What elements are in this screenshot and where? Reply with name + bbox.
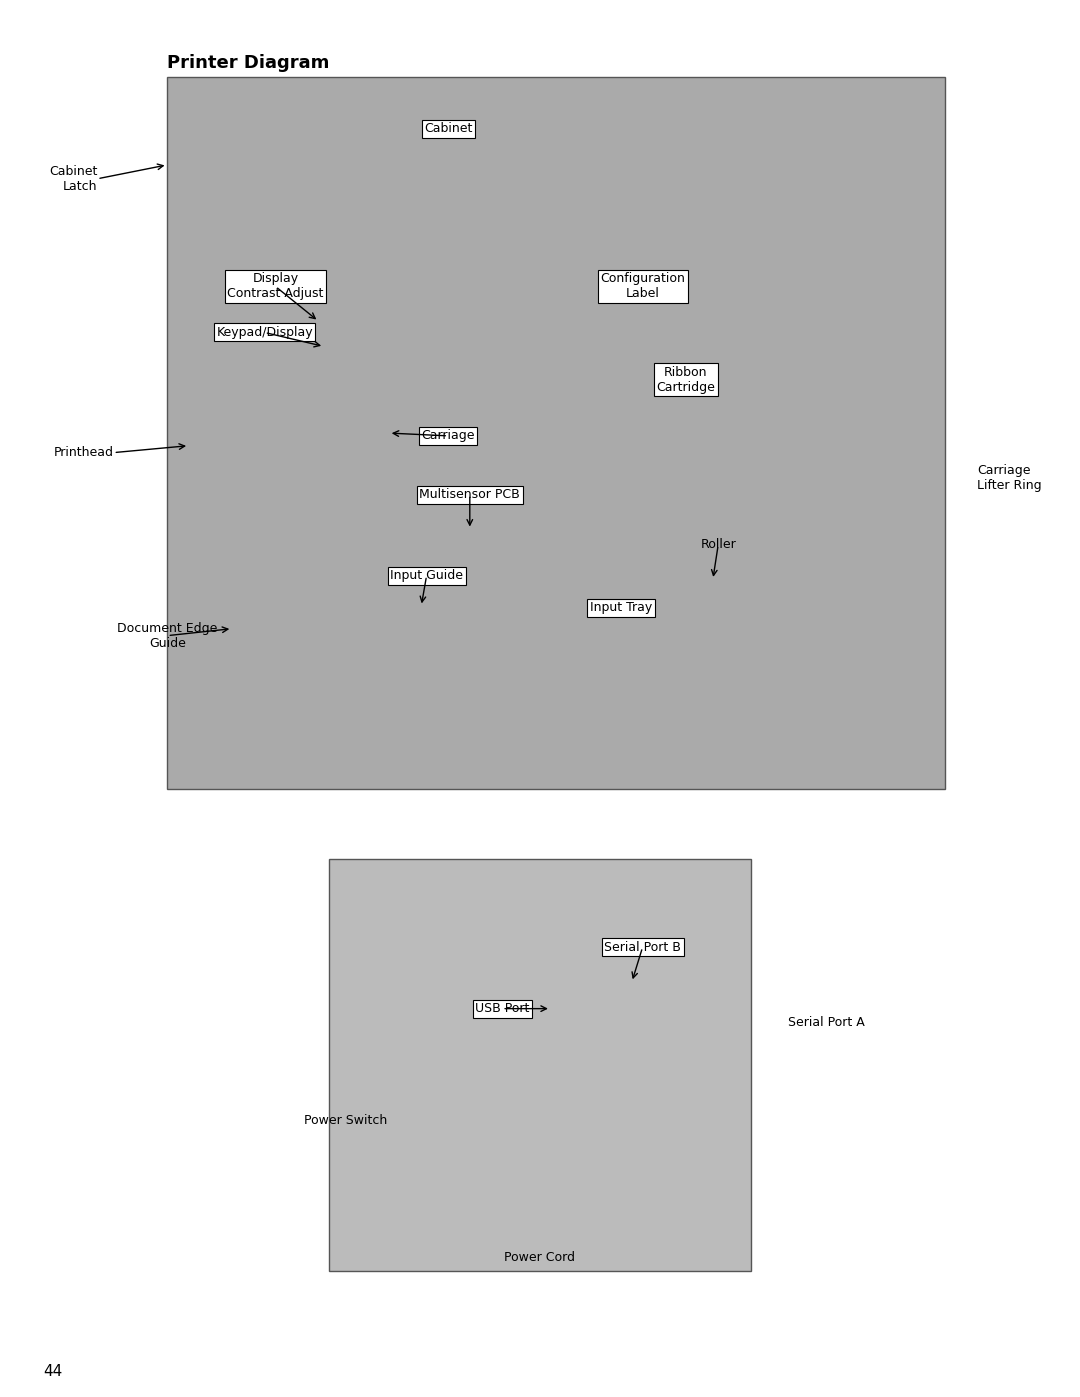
Text: Input Guide: Input Guide: [390, 569, 463, 583]
Text: Keypad/Display: Keypad/Display: [216, 326, 313, 339]
Text: Roller: Roller: [700, 538, 737, 552]
Text: Serial Port B: Serial Port B: [604, 940, 681, 954]
Text: Power Cord: Power Cord: [504, 1250, 576, 1264]
Text: 44: 44: [43, 1365, 63, 1379]
Text: Document Edge
Guide: Document Edge Guide: [118, 622, 217, 650]
Text: Input Tray: Input Tray: [590, 601, 652, 615]
FancyBboxPatch shape: [167, 77, 945, 789]
Text: USB Port: USB Port: [475, 1002, 529, 1016]
Text: Power Switch: Power Switch: [303, 1113, 388, 1127]
Text: Display
Contrast Adjust: Display Contrast Adjust: [227, 272, 324, 300]
Text: Carriage
Lifter Ring: Carriage Lifter Ring: [977, 464, 1042, 492]
Text: Ribbon
Cartridge: Ribbon Cartridge: [657, 366, 715, 394]
FancyBboxPatch shape: [329, 859, 751, 1271]
Text: Multisensor PCB: Multisensor PCB: [419, 488, 521, 502]
Text: Cabinet
Latch: Cabinet Latch: [49, 165, 97, 193]
Text: Printhead: Printhead: [53, 446, 113, 460]
Text: Printer Diagram: Printer Diagram: [167, 54, 329, 71]
Text: Serial Port A: Serial Port A: [788, 1016, 865, 1030]
Text: Configuration
Label: Configuration Label: [600, 272, 685, 300]
Text: Carriage: Carriage: [421, 429, 475, 443]
Text: Cabinet: Cabinet: [424, 122, 472, 136]
